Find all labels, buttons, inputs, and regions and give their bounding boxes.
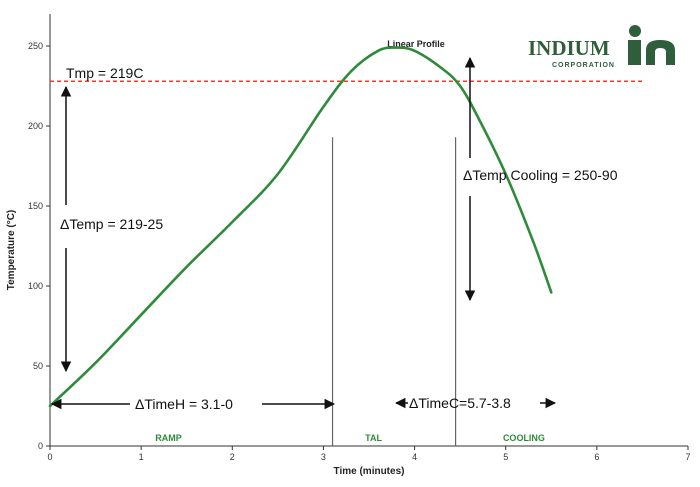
delta-temp-cooling-annotation: ΔTemp Cooling = 250-90 [463,167,618,183]
chart-title: Linear Profile [387,39,445,49]
x-tick-label: 1 [139,452,144,462]
y-tick-label: 100 [28,281,43,291]
x-tick-label: 3 [321,452,326,462]
logo-name: INDIUM [528,36,610,60]
indium-logo-icon [628,25,675,65]
x-tick-label: 6 [594,452,599,462]
y-tick-label: 0 [38,441,43,451]
x-tick-label: 2 [230,452,235,462]
y-tick-label: 250 [28,41,43,51]
y-tick-label: 150 [28,201,43,211]
delta-temp-annotation: ΔTemp = 219-25 [60,216,163,232]
x-tick-label: 4 [412,452,417,462]
zone-label: TAL [365,433,382,443]
reference-lines [50,80,642,446]
x-axis-title: Time (minutes) [334,466,405,477]
zone-labels: RAMP TAL COOLING [155,433,545,443]
x-ticks: 0 1 2 3 4 5 6 7 [47,446,691,462]
x-tick-label: 0 [47,452,52,462]
x-tick-label: 5 [503,452,508,462]
y-tick-label: 50 [33,361,43,371]
delta-time-h-annotation: ΔTimeH = 3.1-0 [135,396,233,412]
y-ticks: 0 50 100 150 200 250 [28,41,50,451]
logo-sub: CORPORATION [552,62,615,69]
zone-label: RAMP [155,433,182,443]
delta-time-c-annotation: ΔTimeC=5.7-3.8 [409,395,511,411]
y-tick-label: 200 [28,121,43,131]
x-tick-label: 7 [685,452,690,462]
tmp-annotation: Tmp = 219C [66,65,143,81]
zone-label: COOLING [503,433,545,443]
temperature-profile-line [48,46,553,408]
series-layer [48,46,553,408]
y-axis-title: Temperature (°C) [6,210,17,291]
indium-logo: INDIUM CORPORATION [528,25,675,69]
